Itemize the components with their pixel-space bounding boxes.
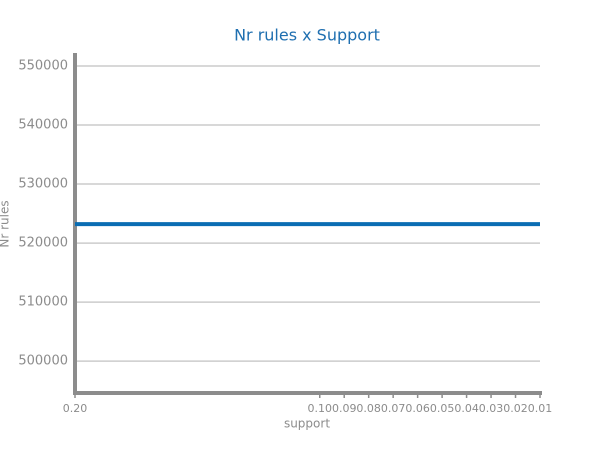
y-tick-label: 530000 — [18, 177, 68, 192]
x-tick-label: 0.04 — [454, 402, 479, 415]
x-tick-label: 0.20 — [63, 402, 88, 415]
y-tick-label: 520000 — [18, 236, 68, 251]
y-tick-label: 510000 — [18, 295, 68, 310]
y-tick-label: 500000 — [18, 354, 68, 369]
x-tick-label: 0.08 — [356, 402, 381, 415]
x-tick-label: 0.05 — [430, 402, 455, 415]
y-tick-label: 540000 — [18, 118, 68, 133]
x-tick-label: 0.10 — [307, 402, 332, 415]
x-tick-label: 0.06 — [405, 402, 430, 415]
x-tick-label: 0.09 — [332, 402, 357, 415]
chart-title: Nr rules x Support — [234, 26, 380, 45]
x-axis-label: support — [284, 417, 330, 431]
x-tick-label: 0.03 — [479, 402, 504, 415]
x-tick-label: 0.02 — [503, 402, 528, 415]
y-tick-label: 550000 — [18, 58, 68, 73]
y-axis-label: Nr rules — [0, 200, 12, 247]
x-tick-label: 0.01 — [528, 402, 553, 415]
x-tick-label: 0.07 — [381, 402, 406, 415]
